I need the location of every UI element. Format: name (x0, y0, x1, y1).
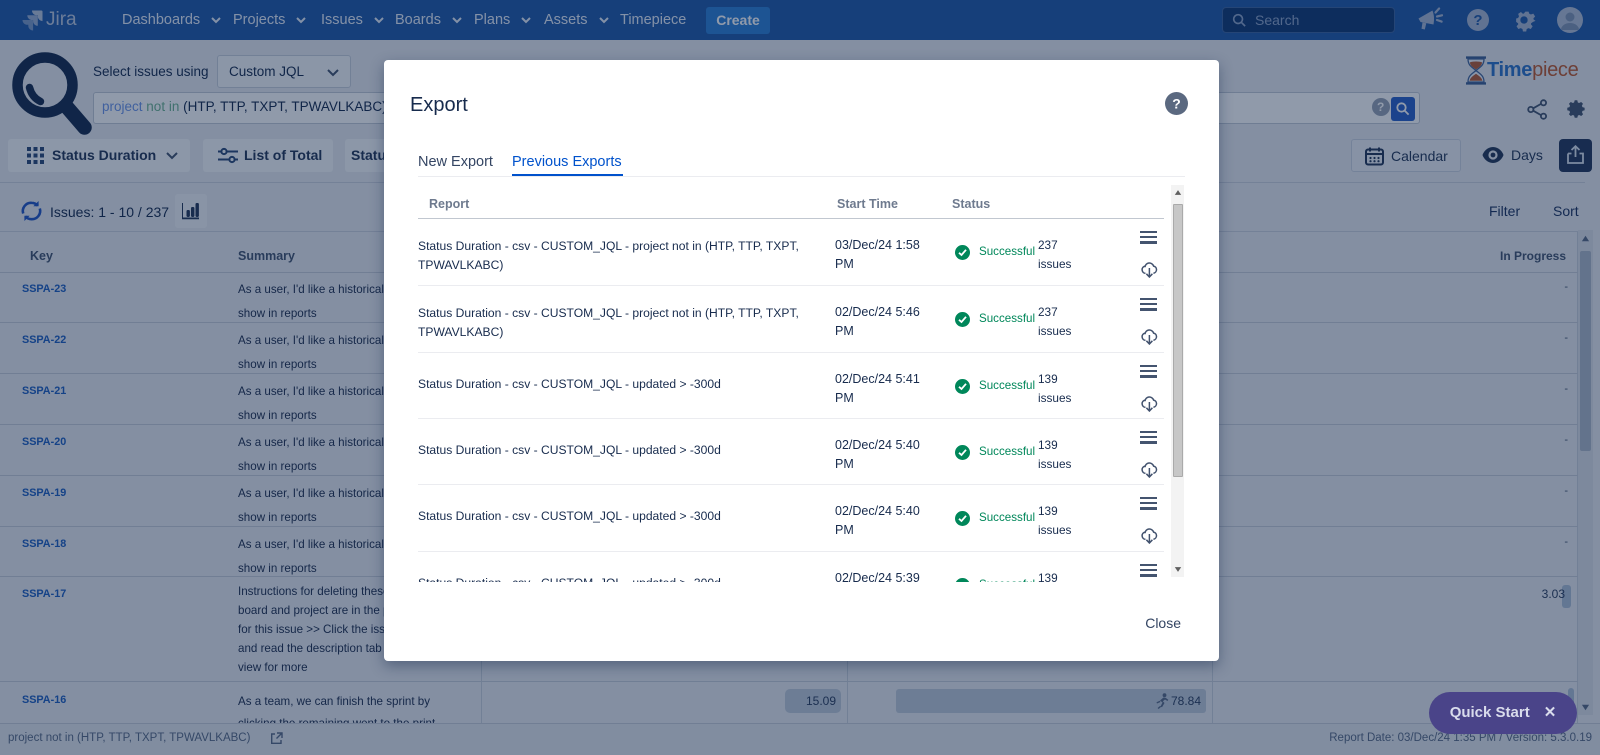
svg-text:?: ? (1172, 96, 1181, 112)
svg-text:?: ? (1473, 12, 1482, 29)
